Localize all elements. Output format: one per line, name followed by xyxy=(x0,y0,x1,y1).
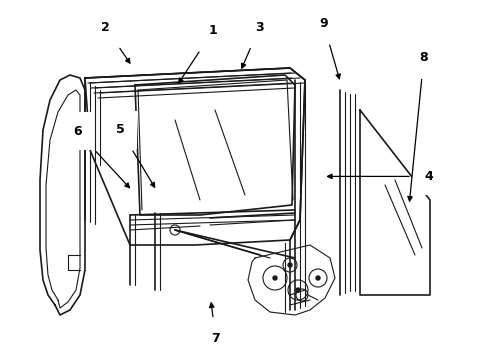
Text: 5: 5 xyxy=(116,123,155,187)
Text: 3: 3 xyxy=(242,21,264,68)
Text: 9: 9 xyxy=(319,17,340,79)
Circle shape xyxy=(296,288,300,292)
Circle shape xyxy=(316,276,320,280)
Text: 8: 8 xyxy=(408,51,428,201)
Text: 6: 6 xyxy=(73,125,129,188)
Text: 4: 4 xyxy=(328,170,433,183)
Text: 7: 7 xyxy=(210,303,220,345)
Circle shape xyxy=(288,263,292,267)
Text: 1: 1 xyxy=(179,24,218,83)
Text: 2: 2 xyxy=(101,21,130,63)
Circle shape xyxy=(273,276,277,280)
